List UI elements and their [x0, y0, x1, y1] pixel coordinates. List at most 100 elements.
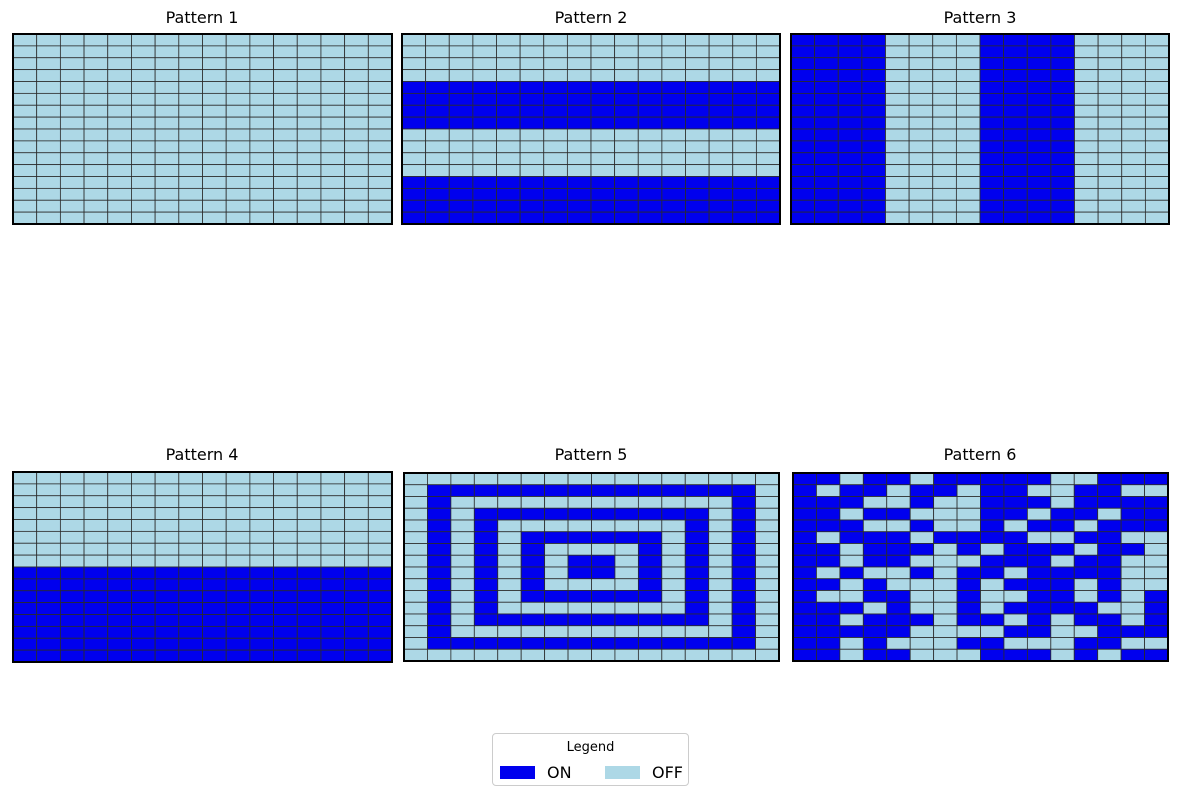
grid-cell-on — [1003, 164, 1028, 177]
grid-cell-on — [496, 104, 521, 118]
grid-cell-off — [1074, 104, 1099, 118]
grid-cell-on — [837, 199, 863, 213]
grid-cell-off — [448, 164, 474, 177]
grid-cell-off — [755, 590, 780, 603]
grid-border — [12, 33, 393, 225]
grid-cell-on — [886, 472, 911, 486]
grid-cell-on — [731, 625, 756, 638]
grid-cell-on — [755, 116, 781, 130]
grid-cell-off — [909, 531, 935, 544]
grid-cell-off — [107, 187, 132, 201]
grid-cell-off — [59, 164, 85, 177]
grid-cell-off — [708, 601, 733, 615]
grid-cell-off — [178, 45, 203, 59]
grid-cell-off — [36, 128, 61, 142]
pattern-title: Pattern 1 — [165, 8, 239, 27]
grid-cell-off — [296, 507, 322, 520]
grid-cell-on — [979, 176, 1005, 189]
grid-cell-on — [520, 507, 546, 521]
pattern-title: Pattern 4 — [165, 445, 239, 464]
grid-cell-off — [12, 530, 38, 544]
grid-cell-off — [296, 140, 322, 154]
grid-cell-on — [425, 92, 450, 106]
grid-cell-off — [755, 637, 780, 650]
grid-cell-off — [637, 33, 663, 47]
grid-cell-off — [1097, 176, 1123, 189]
grid-cell-off — [202, 116, 227, 130]
grid-cell-off — [320, 45, 346, 59]
grid-cell-off — [955, 33, 981, 47]
grid-cell-off — [59, 483, 85, 497]
grid-cell-off — [448, 128, 474, 142]
grid-cell-off — [933, 637, 958, 650]
grid-cell-on — [1003, 531, 1028, 544]
grid-cell-off — [367, 128, 393, 142]
grid-cell-off — [908, 57, 934, 71]
grid-cell-off — [320, 116, 346, 130]
grid-cell-on — [12, 602, 38, 615]
grid-cell-on — [816, 496, 841, 509]
grid-cell-on — [473, 554, 499, 568]
grid-cell-off — [1097, 648, 1122, 662]
grid-cell-off — [273, 116, 298, 130]
grid-cell-off — [543, 152, 568, 166]
grid-cell-off — [107, 69, 132, 82]
grid-cell-on — [614, 613, 639, 627]
grid-cell-on — [249, 602, 274, 615]
grid-cell-off — [1073, 519, 1099, 533]
grid-cell-off — [131, 199, 156, 213]
grid-cell-off — [273, 530, 298, 544]
grid-cell-off — [59, 211, 85, 225]
grid-cell-off — [614, 57, 639, 71]
grid-cell-on — [320, 614, 346, 627]
grid-cell-on — [792, 625, 817, 638]
grid-cell-off — [885, 104, 910, 118]
grid-cell-off — [131, 495, 156, 509]
grid-cell-on — [249, 566, 274, 580]
grid-cell-on — [980, 566, 1005, 580]
grid-cell-off — [12, 45, 38, 59]
grid-cell-on — [614, 590, 639, 603]
grid-cell-off — [544, 566, 569, 580]
grid-cell-off — [320, 69, 346, 82]
grid-cell-off — [839, 578, 864, 591]
grid-cell-on — [1026, 625, 1052, 638]
grid-cell-off — [566, 164, 592, 177]
grid-cell-off — [544, 625, 569, 638]
grid-cell-off — [178, 471, 203, 485]
grid-cell-off — [932, 116, 957, 130]
grid-cell-off — [131, 542, 156, 556]
grid-cell-off — [154, 495, 180, 509]
grid-cell-off — [367, 33, 393, 47]
grid-cell-on — [862, 625, 888, 638]
grid-cell-off — [908, 152, 934, 166]
grid-cell-on — [862, 613, 888, 627]
grid-cell-off — [1121, 92, 1146, 106]
grid-cell-off — [83, 199, 109, 213]
grid-cell-on — [590, 81, 616, 94]
grid-cell-on — [425, 104, 450, 118]
grid-cell-off — [909, 625, 935, 638]
grid-cell-on — [520, 613, 546, 627]
grid-cell-off — [1121, 45, 1146, 59]
grid-cell-on — [249, 590, 274, 604]
grid-cell-off — [344, 164, 369, 177]
grid-cell-off — [496, 33, 521, 47]
grid-cell-off — [684, 625, 710, 638]
grid-cell-off — [497, 472, 522, 486]
grid-cell-off — [273, 45, 298, 59]
grid-cell-on — [344, 637, 369, 651]
grid-cell-on — [1003, 152, 1028, 166]
grid-cell-off — [661, 648, 686, 662]
grid-cell-off — [839, 648, 864, 662]
grid-cell-on — [496, 116, 521, 130]
grid-cell-off — [225, 211, 251, 225]
grid-cell-on — [1144, 507, 1169, 521]
grid-cell-on — [566, 176, 592, 189]
grid-cell-off — [708, 648, 733, 662]
grid-cell-on — [731, 484, 756, 497]
grid-cell-on — [814, 33, 839, 47]
grid-cell-on — [862, 531, 888, 544]
grid-cell-on — [1026, 472, 1052, 486]
grid-cell-off — [296, 199, 322, 213]
